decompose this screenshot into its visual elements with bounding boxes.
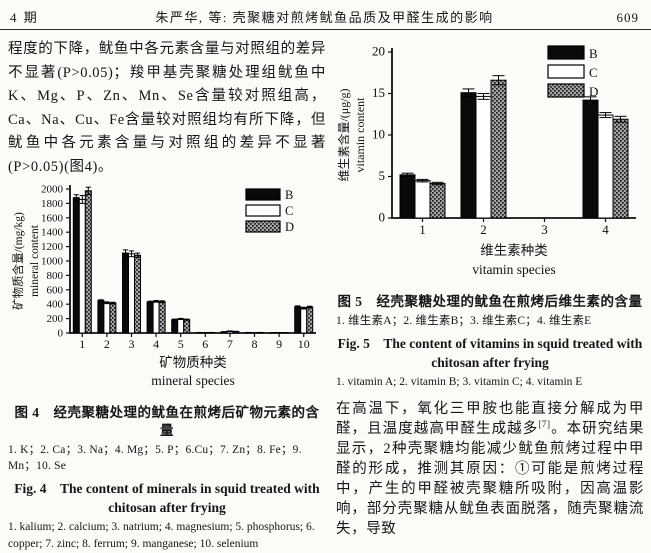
figure5-caption-cn: 图 5 经壳聚糖处理的鱿鱼在煎烤后维生素的含量 — [336, 293, 644, 311]
svg-text:1: 1 — [419, 222, 426, 237]
svg-text:2000: 2000 — [41, 184, 64, 196]
svg-text:1600: 1600 — [41, 212, 64, 224]
svg-text:B: B — [589, 46, 598, 61]
svg-text:1000: 1000 — [41, 256, 64, 268]
paragraph-minerals-discussion: 程度的下降，鱿鱼中各元素含量与对照组的差异不显著(P>0.05)；羧甲基壳聚糖处… — [8, 38, 326, 179]
svg-text:9: 9 — [276, 337, 282, 351]
figure4-items-cn: 1. K；2. Ca；3. Na；4. Mg；5. P；6.Cu；7. Zn；8… — [8, 442, 326, 474]
svg-text:mineral content: mineral content — [29, 224, 41, 297]
svg-text:0: 0 — [379, 210, 386, 225]
page-header: 4 期 朱严华, 等: 壳聚糖对煎烤鱿鱼品质及甲醛生成的影响 609 — [10, 7, 639, 26]
figure5-items-en: 1. vitamin A; 2. vitamin B; 3. vitamin C… — [336, 374, 644, 391]
svg-text:200: 200 — [47, 313, 64, 325]
header-rule — [0, 29, 651, 30]
svg-text:10: 10 — [372, 127, 385, 142]
svg-text:8: 8 — [252, 337, 258, 351]
svg-text:4: 4 — [153, 337, 159, 351]
svg-text:矿物质种类: 矿物质种类 — [159, 355, 227, 370]
svg-text:600: 600 — [47, 284, 64, 296]
svg-text:0: 0 — [58, 328, 64, 340]
svg-text:1: 1 — [79, 337, 85, 351]
svg-text:维生素种类: 维生素种类 — [480, 243, 548, 258]
svg-text:B: B — [285, 188, 293, 202]
svg-text:15: 15 — [372, 85, 385, 100]
svg-text:10: 10 — [298, 337, 310, 351]
paragraph-formaldehyde-discussion: 在高温下，氧化三甲胺也能直接分解成为甲醛，且温度越高甲醛生成越多[7]。本研究结… — [336, 399, 644, 539]
svg-text:2: 2 — [104, 337, 110, 351]
svg-text:3: 3 — [129, 337, 135, 351]
svg-text:20: 20 — [372, 44, 385, 59]
header-page-number: 609 — [549, 10, 639, 26]
svg-text:D: D — [285, 220, 294, 234]
paragraph-text-after-ref: 。本研究结果显示，2种壳聚糖均能减少鱿鱼煎烤过程中甲醛的形成，推测其原因：①可能… — [336, 421, 644, 537]
svg-text:400: 400 — [47, 299, 64, 311]
figure4-caption-cn: 图 4 经壳聚糖处理的鱿鱼在煎烤后矿物元素的含量 — [8, 404, 326, 440]
figure5-items-cn: 1. 维生素A；2. 维生素B；3. 维生素C；4. 维生素E — [336, 313, 644, 329]
header-issue-label: 4 期 — [10, 7, 100, 26]
svg-text:C: C — [589, 65, 598, 80]
svg-text:1200: 1200 — [41, 241, 64, 253]
svg-text:1800: 1800 — [41, 198, 64, 210]
svg-text:3: 3 — [541, 222, 548, 237]
svg-text:vitamin content: vitamin content — [353, 97, 367, 173]
figure4-bar-chart: 0 200 400 600 800 1000 1200 1400 1600 1800 2000 1 2 3… — [8, 181, 326, 400]
svg-text:C: C — [285, 204, 293, 218]
header-running-title: 朱严华, 等: 壳聚糖对煎烤鱿鱼品质及甲醛生成的影响 — [100, 7, 549, 26]
paper-page: 4 期 朱严华, 等: 壳聚糖对煎烤鱿鱼品质及甲醛生成的影响 609 程度的下降… — [0, 0, 651, 513]
svg-text:矿物质含量/(mg/kg): 矿物质含量/(mg/kg) — [11, 212, 25, 310]
svg-text:4: 4 — [602, 222, 609, 237]
svg-text:2: 2 — [480, 222, 487, 237]
figure5-caption-en-line1: Fig. 5 The content of vitamins in squid … — [338, 336, 643, 351]
svg-text:5: 5 — [379, 168, 386, 183]
figure5-caption-en: Fig. 5 The content of vitamins in squid … — [336, 334, 644, 372]
svg-text:D: D — [589, 84, 598, 99]
figure4-caption-en-line1: Fig. 4 The content of minerals in squid … — [14, 481, 319, 496]
svg-text:1400: 1400 — [41, 227, 64, 239]
figure5-caption-en-line2: chitosan after frying — [431, 355, 549, 370]
svg-text:mineral species: mineral species — [151, 373, 235, 388]
svg-text:维生素含量/(μg/g): 维生素含量/(μg/g) — [336, 88, 351, 181]
svg-text:6: 6 — [202, 337, 208, 351]
svg-text:vitamin species: vitamin species — [472, 262, 556, 277]
svg-text:7: 7 — [227, 337, 233, 351]
svg-text:5: 5 — [178, 337, 184, 351]
figure4-caption-en: Fig. 4 The content of minerals in squid … — [8, 479, 326, 517]
reference-superscript: [7] — [538, 419, 550, 429]
figure4-items-en: 1. kalium; 2. calcium; 3. natrium; 4. ma… — [8, 519, 326, 553]
left-column: 程度的下降，鱿鱼中各元素含量与对照组的差异不显著(P>0.05)；羧甲基壳聚糖处… — [8, 38, 326, 553]
svg-text:800: 800 — [47, 270, 64, 282]
